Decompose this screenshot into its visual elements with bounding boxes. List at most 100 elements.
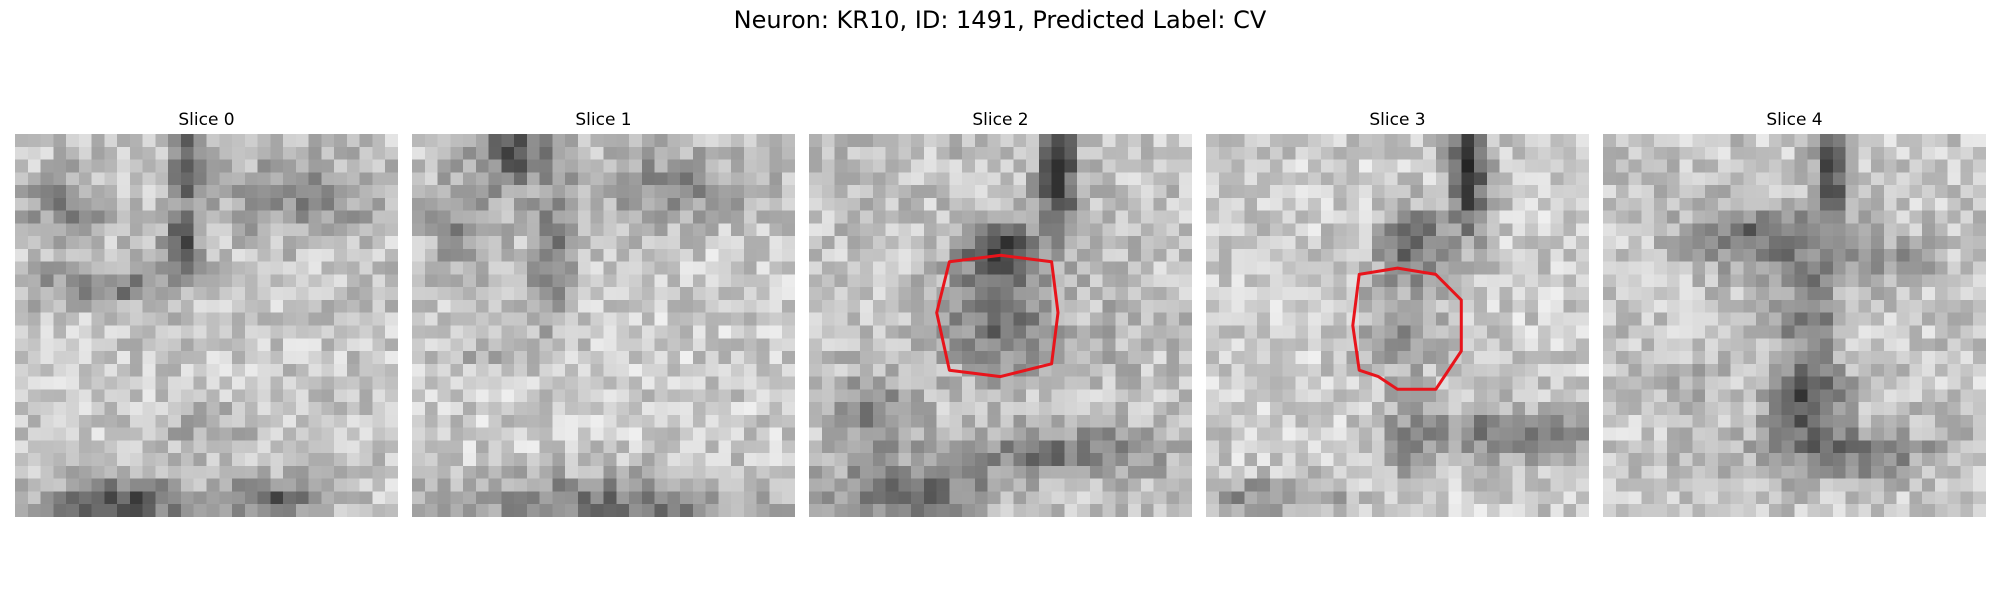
pixel xyxy=(1628,504,1642,517)
pixel xyxy=(718,325,732,339)
pixel xyxy=(692,363,707,378)
pixel xyxy=(1603,325,1617,339)
pixel xyxy=(437,210,451,224)
pixel xyxy=(308,287,322,301)
pixel xyxy=(705,491,719,505)
pixel xyxy=(180,351,195,365)
pixel xyxy=(1756,248,1770,263)
pixel xyxy=(1512,274,1526,288)
pixel xyxy=(1550,504,1565,517)
pixel xyxy=(257,427,271,441)
pixel xyxy=(359,338,374,352)
pixel xyxy=(1730,134,1745,148)
pixel xyxy=(834,223,848,237)
pixel xyxy=(1461,440,1475,454)
pixel xyxy=(1615,210,1630,224)
pixel xyxy=(1563,478,1577,493)
pixel xyxy=(78,453,93,467)
pixel xyxy=(206,491,220,505)
pixel xyxy=(1692,504,1706,517)
pixel xyxy=(346,134,361,148)
pixel xyxy=(1371,363,1386,378)
pixel xyxy=(1820,223,1834,237)
pixel xyxy=(91,223,105,237)
pixel xyxy=(1550,376,1565,390)
pixel xyxy=(424,172,439,186)
pixel xyxy=(962,223,976,237)
pixel xyxy=(206,427,220,441)
pixel xyxy=(974,274,989,288)
pixel xyxy=(1743,312,1757,327)
pixel xyxy=(1922,414,1936,429)
pixel xyxy=(987,159,1002,173)
pixel xyxy=(514,427,528,441)
pixel xyxy=(283,376,297,390)
pixel xyxy=(78,172,93,186)
pixel xyxy=(308,504,322,517)
pixel xyxy=(1077,478,1091,493)
pixel xyxy=(219,197,233,212)
pixel xyxy=(1474,159,1488,173)
pixel xyxy=(590,146,605,161)
pixel xyxy=(15,363,29,378)
pixel xyxy=(450,261,464,276)
pixel xyxy=(463,236,477,250)
pixel xyxy=(629,504,643,517)
pixel xyxy=(372,389,386,403)
pixel xyxy=(1013,453,1027,467)
pixel xyxy=(1257,453,1271,467)
pixel xyxy=(1486,453,1501,467)
pixel xyxy=(219,312,233,327)
pixel xyxy=(91,504,105,517)
pixel xyxy=(283,363,297,378)
pixel xyxy=(142,376,157,390)
pixel xyxy=(1832,248,1847,263)
pixel xyxy=(501,236,515,250)
pixel xyxy=(168,223,182,237)
pixel xyxy=(295,440,310,454)
pixel xyxy=(1397,440,1411,454)
pixel xyxy=(1960,478,1974,493)
pixel xyxy=(104,299,118,314)
pixel xyxy=(257,248,271,263)
pixel xyxy=(232,146,246,161)
pixel xyxy=(1089,363,1104,378)
pixel xyxy=(1384,491,1399,505)
pixel xyxy=(949,440,963,454)
pixel xyxy=(1308,376,1322,390)
pixel xyxy=(1679,299,1693,314)
pixel xyxy=(475,287,490,301)
pixel xyxy=(1705,159,1719,173)
pixel xyxy=(667,440,681,454)
pixel xyxy=(1333,325,1348,339)
pixel xyxy=(142,312,157,327)
pixel xyxy=(565,351,579,365)
pixel xyxy=(1474,248,1488,263)
pixel xyxy=(437,427,451,441)
pixel xyxy=(1371,274,1386,288)
pixel xyxy=(1730,453,1745,467)
pixel xyxy=(1359,185,1373,199)
pixel xyxy=(552,134,566,148)
pixel xyxy=(1397,465,1411,480)
pixel xyxy=(1641,197,1655,212)
pixel xyxy=(1743,172,1757,186)
pixel xyxy=(1550,287,1565,301)
pixel xyxy=(257,453,271,467)
pixel xyxy=(1051,261,1065,276)
pixel xyxy=(834,274,848,288)
pixel xyxy=(450,210,464,224)
pixel xyxy=(142,504,157,517)
pixel xyxy=(1218,402,1233,416)
pixel xyxy=(603,312,617,327)
pixel xyxy=(437,159,451,173)
pixel xyxy=(1628,440,1642,454)
pixel xyxy=(526,427,541,441)
pixel xyxy=(1486,351,1501,365)
pixel xyxy=(1269,287,1284,301)
pixel xyxy=(1295,376,1309,390)
pixel xyxy=(412,427,426,441)
pixel xyxy=(1269,478,1284,493)
pixel xyxy=(1244,351,1258,365)
pixel xyxy=(898,159,912,173)
